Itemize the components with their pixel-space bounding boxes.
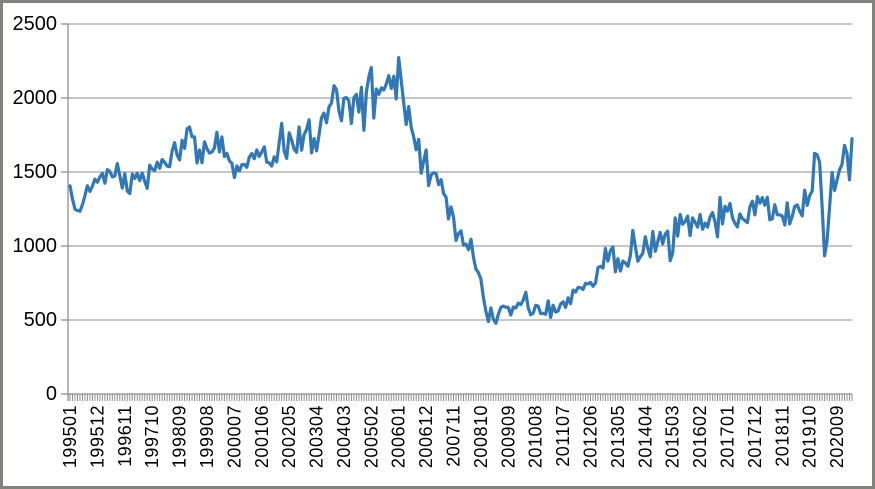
axes bbox=[67, 24, 852, 401]
x-tick-label: 201503 bbox=[663, 405, 683, 468]
x-tick-label: 200304 bbox=[307, 405, 327, 468]
x-tick-label: 199501 bbox=[60, 405, 80, 468]
x-tick-label: 200810 bbox=[471, 405, 491, 468]
x-tick-label: 201701 bbox=[717, 405, 737, 468]
x-tick-label: 200502 bbox=[361, 405, 381, 468]
y-tick-label: 1500 bbox=[13, 161, 58, 183]
y-tick-label: 0 bbox=[46, 383, 57, 405]
series-line-housing-starts bbox=[68, 55, 854, 325]
x-tick-label: 199809 bbox=[170, 405, 190, 468]
x-tick-label: 199908 bbox=[197, 405, 217, 468]
y-tick-label: 1000 bbox=[13, 235, 58, 257]
y-tick-label: 500 bbox=[24, 309, 57, 331]
x-tick-label: 201712 bbox=[745, 405, 765, 468]
x-tick-label: 201602 bbox=[690, 405, 710, 468]
x-tick-label: 200403 bbox=[334, 405, 354, 468]
x-tick-label: 201811 bbox=[772, 405, 792, 467]
gridlines bbox=[68, 23, 852, 321]
y-axis-ticks-and-labels: 0 500 1000 1500 2000 2500 bbox=[13, 13, 68, 405]
x-tick-label: 201008 bbox=[526, 405, 546, 468]
x-tick-label: 201404 bbox=[635, 405, 655, 468]
x-tick-label: 199512 bbox=[87, 405, 107, 468]
x-tick-label: 201305 bbox=[608, 405, 628, 468]
x-tick-label: 200612 bbox=[416, 405, 436, 468]
x-tick-label: 200007 bbox=[224, 405, 244, 468]
x-tick-label: 200205 bbox=[279, 405, 299, 468]
x-tick-label: 201107 bbox=[553, 405, 573, 467]
x-tick-label: 199611 bbox=[115, 405, 135, 467]
x-tick-label: 200601 bbox=[389, 405, 409, 468]
x-tick-label: 202009 bbox=[827, 405, 847, 468]
x-tick-label: 199710 bbox=[142, 405, 162, 468]
x-axis-minor-ticks bbox=[69, 394, 853, 401]
y-tick-label: 2000 bbox=[13, 87, 58, 109]
x-tick-label: 200106 bbox=[252, 405, 272, 468]
x-tick-label: 201910 bbox=[800, 405, 820, 468]
x-tick-label: 200909 bbox=[498, 405, 518, 468]
x-tick-label: 201206 bbox=[581, 405, 601, 468]
y-tick-label: 2500 bbox=[13, 13, 58, 35]
x-tick-label: 200711 bbox=[444, 405, 464, 467]
x-axis-labels: 199501 199512 199611 199710 199809 199908 2000… bbox=[60, 405, 847, 468]
